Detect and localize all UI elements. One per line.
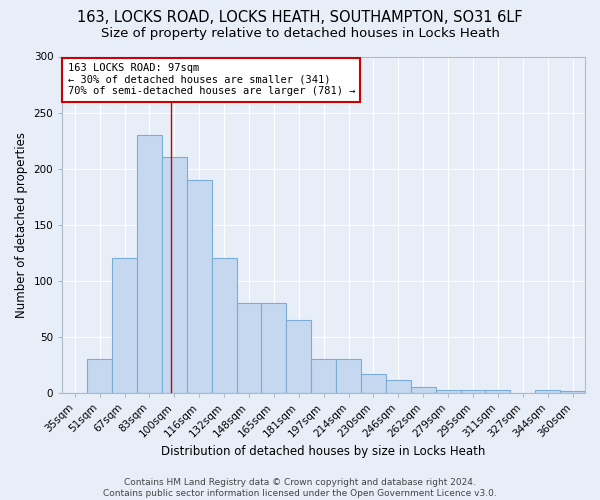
Text: Size of property relative to detached houses in Locks Heath: Size of property relative to detached ho… xyxy=(101,28,499,40)
Bar xyxy=(361,374,386,393)
Bar xyxy=(386,380,411,393)
Bar xyxy=(112,258,137,393)
Bar xyxy=(560,391,585,393)
Bar xyxy=(87,360,112,393)
Bar xyxy=(411,388,436,393)
Bar xyxy=(162,158,187,393)
Bar xyxy=(286,320,311,393)
Bar xyxy=(336,360,361,393)
Text: 163, LOCKS ROAD, LOCKS HEATH, SOUTHAMPTON, SO31 6LF: 163, LOCKS ROAD, LOCKS HEATH, SOUTHAMPTO… xyxy=(77,10,523,25)
Bar xyxy=(436,390,461,393)
Text: Contains HM Land Registry data © Crown copyright and database right 2024.
Contai: Contains HM Land Registry data © Crown c… xyxy=(103,478,497,498)
Bar xyxy=(535,390,560,393)
Bar xyxy=(137,135,162,393)
Text: 163 LOCKS ROAD: 97sqm
← 30% of detached houses are smaller (341)
70% of semi-det: 163 LOCKS ROAD: 97sqm ← 30% of detached … xyxy=(68,63,355,96)
Bar xyxy=(262,304,286,393)
Bar xyxy=(212,258,236,393)
Y-axis label: Number of detached properties: Number of detached properties xyxy=(15,132,28,318)
Bar xyxy=(187,180,212,393)
X-axis label: Distribution of detached houses by size in Locks Heath: Distribution of detached houses by size … xyxy=(161,444,486,458)
Bar xyxy=(236,304,262,393)
Bar xyxy=(485,390,511,393)
Bar xyxy=(461,390,485,393)
Bar xyxy=(311,360,336,393)
